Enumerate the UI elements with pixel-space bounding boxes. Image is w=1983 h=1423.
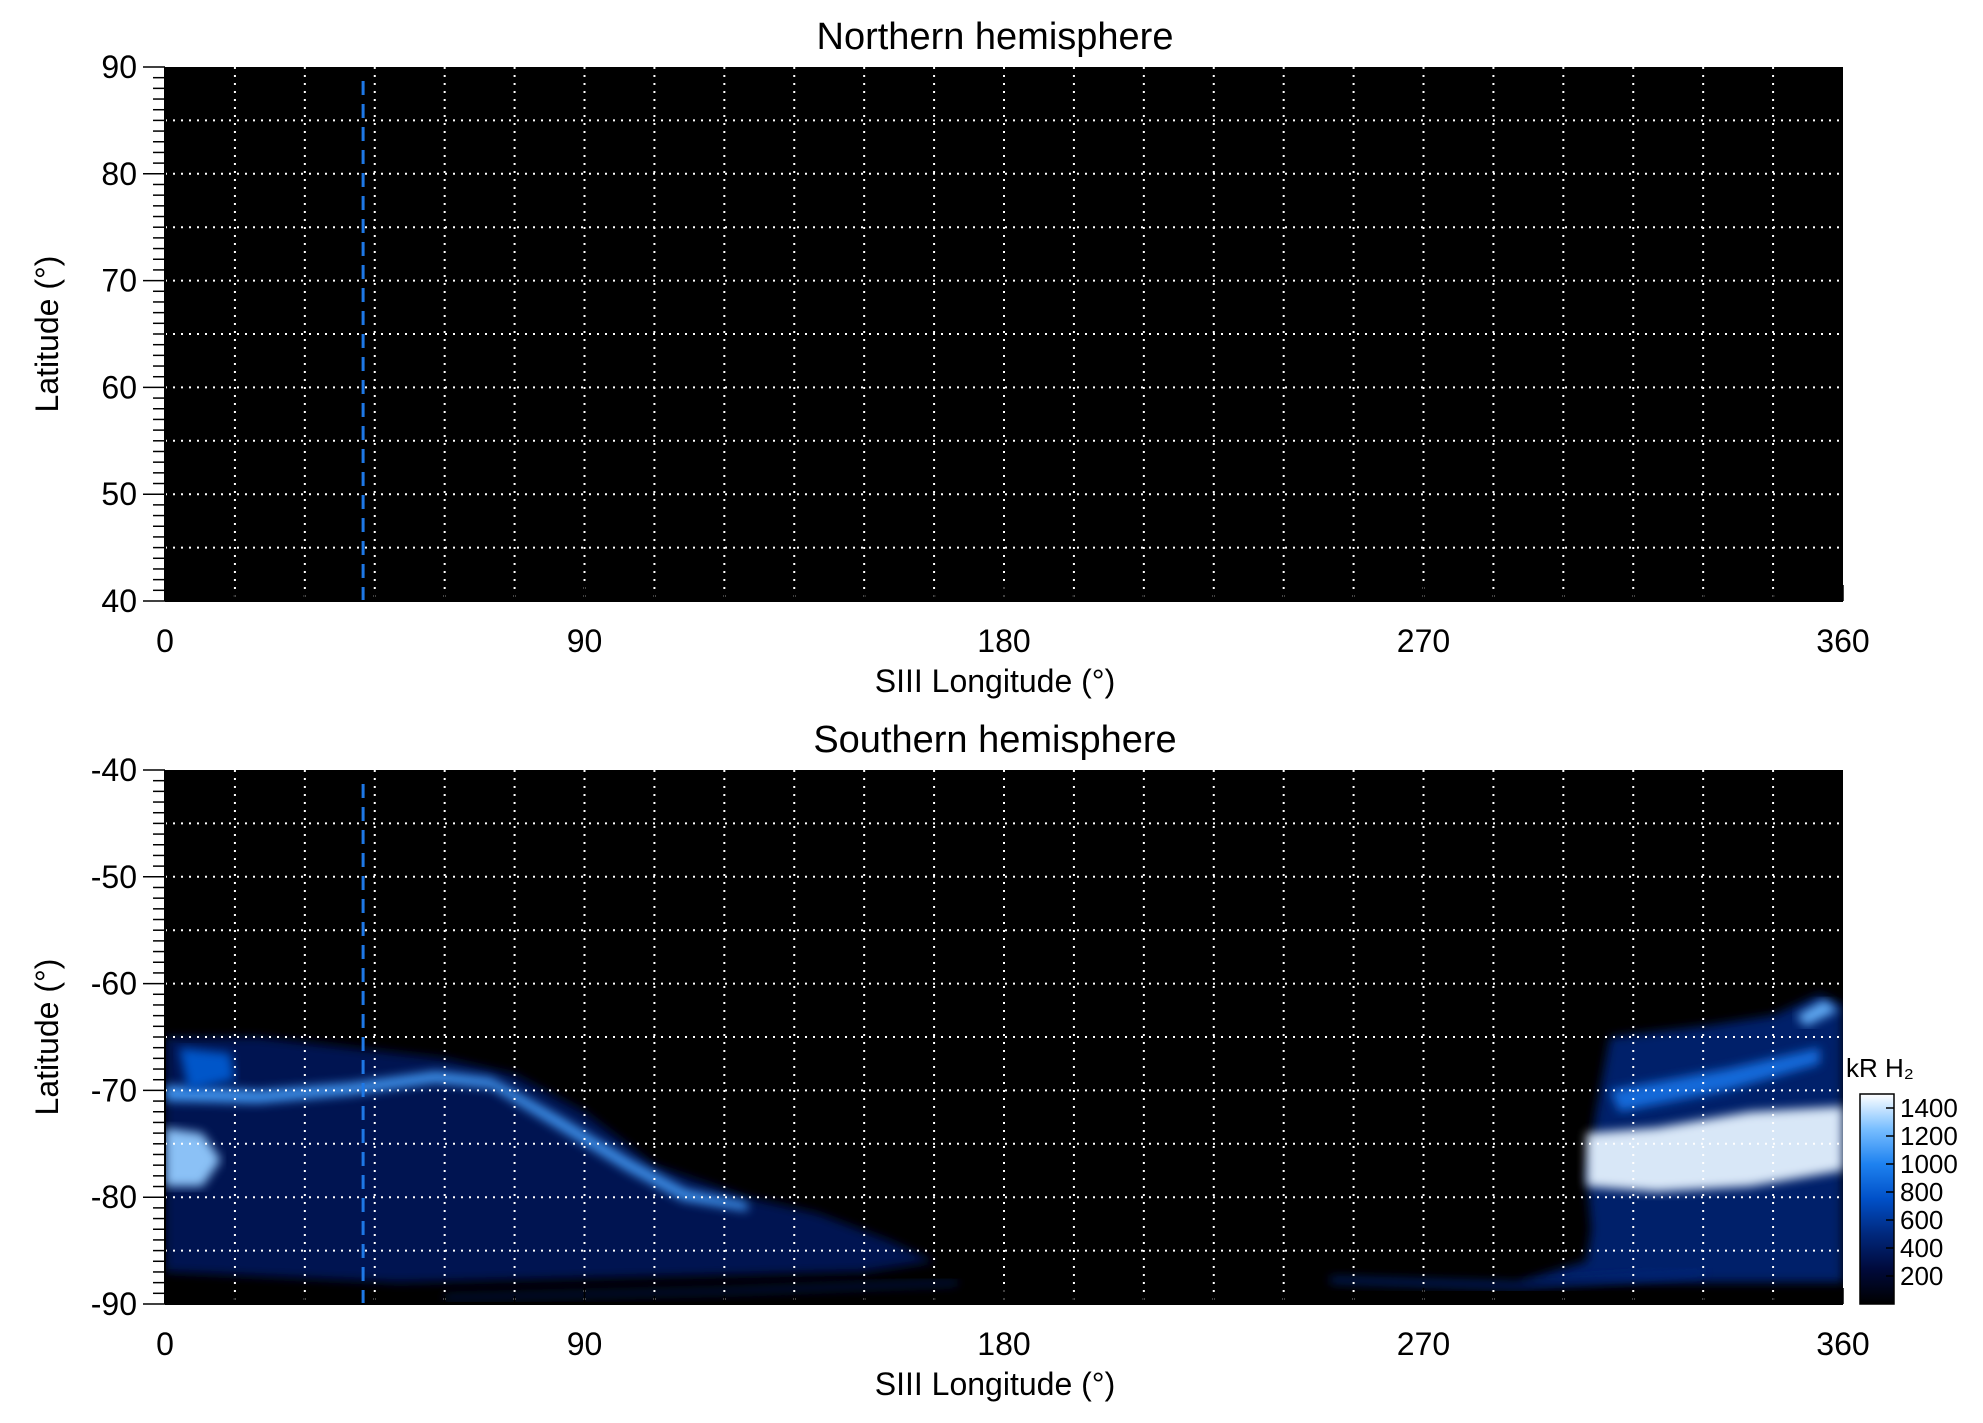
x-tick-label: 180 <box>977 623 1030 659</box>
x-tick-label: 360 <box>1816 623 1869 659</box>
x-tick-label: 90 <box>567 1326 603 1362</box>
y-tick-label: -50 <box>91 859 137 895</box>
y-tick-label: -90 <box>91 1286 137 1322</box>
y-axis-label: Latitude (°) <box>29 256 65 413</box>
y-tick-label: 90 <box>101 49 137 85</box>
x-tick-label: 0 <box>156 1326 174 1362</box>
colorbar-tick-label: 800 <box>1900 1177 1943 1207</box>
colorbar-tick-label: 1000 <box>1900 1149 1958 1179</box>
emission-region <box>165 1127 221 1187</box>
emission-region <box>179 1047 235 1091</box>
emission-region <box>165 1037 935 1283</box>
x-axis-label: SIII Longitude (°) <box>875 1366 1115 1402</box>
emission-region <box>165 1071 748 1212</box>
emission-layer <box>165 994 1843 1300</box>
colorbar-tick-label: 600 <box>1900 1205 1943 1235</box>
emission-region <box>1586 1106 1843 1192</box>
y-tick-label: 40 <box>101 583 137 619</box>
colorbar-tick-label: 1400 <box>1900 1093 1958 1123</box>
colorbar-tick-label: 1200 <box>1900 1121 1958 1151</box>
emission-region <box>1796 999 1839 1027</box>
panel-title: Northern hemisphere <box>817 16 1174 58</box>
y-axis-label: Latitude (°) <box>29 959 65 1116</box>
emission-region <box>1330 1269 1704 1289</box>
x-tick-label: 360 <box>1816 1326 1869 1362</box>
colorbar-label: kR H₂ <box>1846 1053 1914 1083</box>
y-tick-label: -80 <box>91 1179 137 1215</box>
x-axis-label: SIII Longitude (°) <box>875 663 1115 699</box>
panel-title: Southern hemisphere <box>813 719 1176 761</box>
x-tick-label: 0 <box>156 623 174 659</box>
x-tick-label: 270 <box>1397 1326 1450 1362</box>
colorbar-tick-label: 200 <box>1900 1261 1943 1291</box>
y-tick-label: 80 <box>101 156 137 192</box>
y-tick-label: -40 <box>91 752 137 788</box>
panel-southern: -90 -80 -70 -60 -50 -40 0 90 180 270 360 Southern h… <box>29 719 1870 1402</box>
x-tick-label: 90 <box>567 623 603 659</box>
y-tick-label: -60 <box>91 966 137 1002</box>
colorbar-gradient <box>1859 1093 1895 1305</box>
y-tick-label: 60 <box>101 369 137 405</box>
colorbar-tick-label: 400 <box>1900 1233 1943 1263</box>
x-tick-label: 270 <box>1397 623 1450 659</box>
panel-northern: 40 50 60 70 80 90 0 90 180 270 360 Northern hemisph… <box>29 16 1870 699</box>
y-tick-label: 70 <box>101 263 137 299</box>
y-tick-label: 50 <box>101 476 137 512</box>
emission-region <box>1609 1047 1820 1112</box>
y-tick-label: -70 <box>91 1072 137 1108</box>
emission-region <box>444 1280 958 1300</box>
x-tick-label: 180 <box>977 1326 1030 1362</box>
